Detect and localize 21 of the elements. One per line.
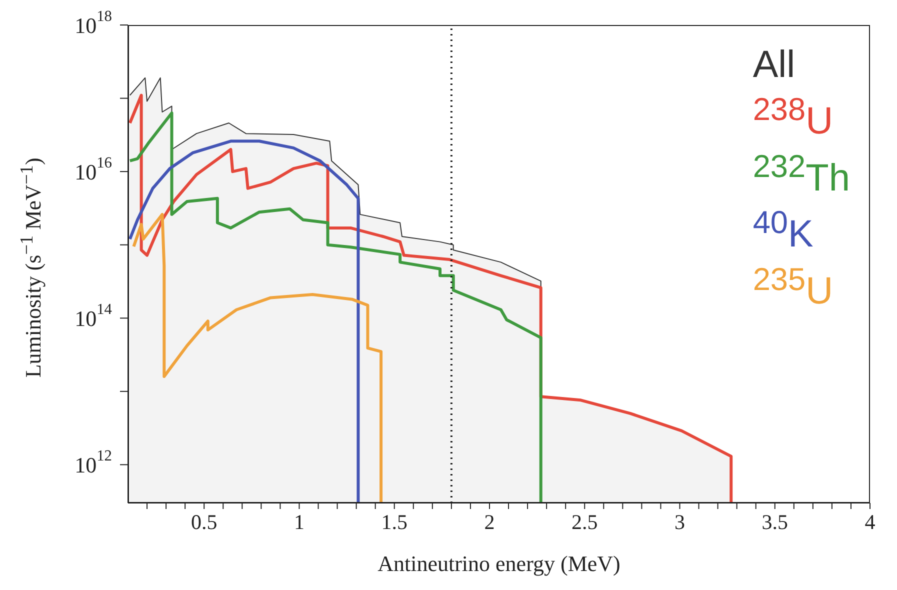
x-tick-label: 3.5 [762, 510, 788, 534]
line-series [128, 111, 542, 503]
text: $^{232}$Th [752, 146, 850, 200]
x-tick-label: 2.5 [571, 510, 598, 534]
text: $^{238}$U [752, 90, 834, 144]
y-tick-label: 10$^{18}$ [74, 8, 112, 38]
x-axis-title: Antineutrino energy (MeV) [376, 551, 622, 577]
x-tick-label: 0.5 [190, 510, 218, 534]
x-tick-label: 4 [864, 510, 876, 534]
text: $^{235}$U [752, 260, 834, 314]
text: All [752, 43, 796, 87]
y-tick-label: 10$^{12}$ [74, 448, 112, 478]
y-tick-label: 10$^{16}$ [74, 154, 112, 184]
x-tick-label: 1 [294, 510, 304, 534]
line-series [132, 212, 383, 503]
x-tick-label: 1.5 [381, 510, 408, 534]
y-tick-label: 10$^{14}$ [74, 301, 112, 331]
text: $^{40}$K [752, 203, 814, 257]
x-tick-label: 2 [484, 510, 495, 534]
x-tick-label: 3 [674, 510, 685, 534]
line-series [128, 140, 360, 503]
